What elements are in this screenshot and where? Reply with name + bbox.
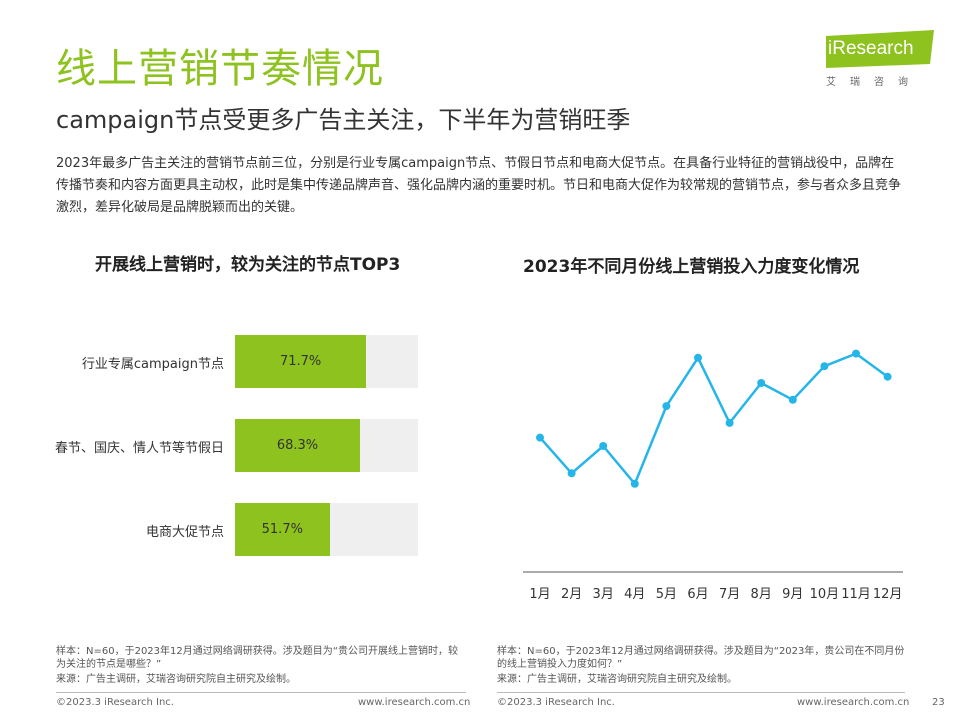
data-point — [567, 469, 576, 478]
logo-wordmark: iResearch — [828, 38, 914, 59]
bar-ecommerce — [235, 503, 330, 556]
bar-label-ecommerce: 电商大促节点 — [145, 525, 224, 540]
x-tick-label: 2月 — [561, 587, 582, 602]
series-line — [539, 352, 889, 486]
intro-paragraph: 2023年最多广告主关注的营销节点前三位，分别是行业专属campaign节点、节… — [56, 156, 902, 215]
data-point — [694, 353, 702, 362]
x-tick-label: 7月 — [719, 587, 740, 602]
bar-label-holiday: 春节、国庆、情人节等节假日 — [54, 441, 224, 456]
logo-subtitle: 艾瑞咨询 — [826, 77, 922, 88]
bar-chart-title: 开展线上营销时，较为关注的节点TOP3 — [95, 255, 401, 275]
x-tick-label: 6月 — [687, 587, 708, 602]
note-right-source: 来源：广告主调研，艾瑞咨询研究院自主研究及绘制。 — [497, 674, 737, 685]
x-tick-label: 3月 — [593, 587, 614, 602]
bar-holiday — [235, 419, 360, 472]
x-tick-label: 11月 — [841, 587, 871, 602]
footer-url-right: www.iresearch.com.cn — [797, 697, 910, 708]
x-tick-label: 1月 — [529, 587, 550, 602]
x-tick-label: 10月 — [810, 587, 840, 602]
data-point — [883, 372, 892, 381]
footer-divider-left — [56, 692, 466, 693]
footer-divider-right — [497, 692, 905, 693]
logo-shape — [826, 30, 934, 68]
bar-value-holiday: 68.3% — [276, 438, 319, 453]
x-tick-label: 4月 — [624, 587, 645, 602]
footer-copyright-right: ©2023.3 iResearch Inc. — [497, 697, 615, 708]
data-point — [599, 442, 608, 450]
data-point — [852, 349, 860, 358]
footer-copyright-left: ©2023.3 iResearch Inc. — [56, 697, 174, 708]
data-point — [630, 479, 639, 488]
x-tick-label: 5月 — [656, 587, 677, 602]
data-point — [757, 379, 766, 387]
page-title: 线上营销节奏情况 — [56, 46, 384, 92]
data-point — [662, 402, 671, 411]
note-left-source: 来源：广告主调研，艾瑞咨询研究院自主研究及绘制。 — [56, 674, 296, 685]
data-point — [725, 418, 734, 427]
bar-label-campaign: 行业专属campaign节点 — [81, 357, 224, 372]
note-left-sample: 样本：N=60，于2023年12月通过网络调研获得。涉及题目为“贵公司开展线上营… — [56, 646, 458, 670]
bar-value-campaign: 71.7% — [279, 354, 322, 369]
note-right-sample: 样本：N=60，于2023年12月通过网络调研获得。涉及题目为“2023年，贵公… — [497, 646, 905, 670]
page-number: 23 — [932, 697, 945, 708]
line-chart: 1月 2月 3月 4月 5月 6月 7月 8月 9月 10月 11月 12月 — [523, 349, 903, 602]
x-tick-label: 9月 — [782, 587, 803, 602]
data-point — [536, 433, 544, 442]
x-tick-label: 12月 — [873, 587, 903, 602]
line-chart-title: 2023年不同月份线上营销投入力度变化情况 — [523, 257, 860, 277]
footer-url-left: www.iresearch.com.cn — [358, 697, 471, 708]
bar-value-ecommerce: 51.7% — [261, 522, 303, 537]
x-tick-label: 8月 — [751, 587, 772, 602]
data-point — [788, 395, 797, 404]
page-subtitle: campaign节点受更多广告主关注，下半年为营销旺季 — [56, 106, 631, 134]
data-point — [820, 362, 829, 371]
iresearch-logo: iResearch 艾瑞咨询 — [826, 30, 938, 88]
bar-campaign — [235, 335, 367, 388]
